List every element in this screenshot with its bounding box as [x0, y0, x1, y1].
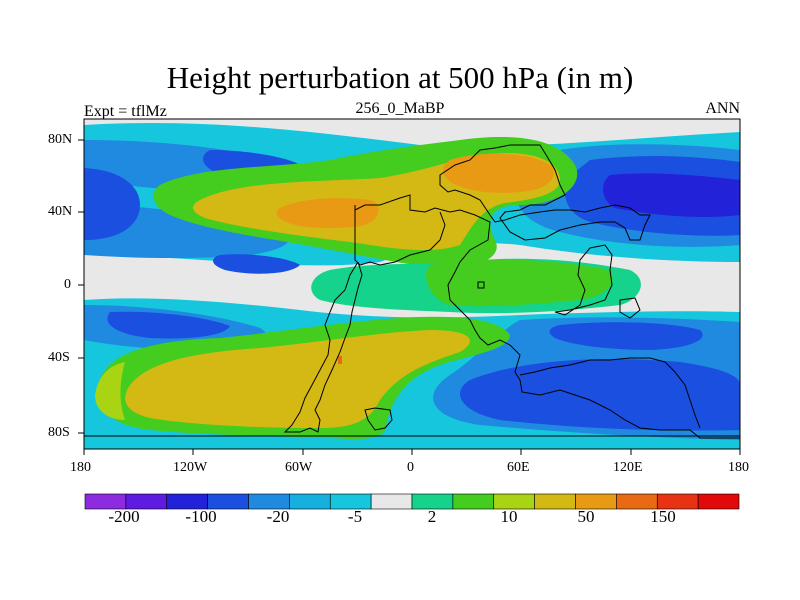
contour-south-gold [95, 362, 125, 420]
coastline-southern [364, 407, 393, 431]
colorbar-label: 10 [500, 507, 518, 526]
colorbar-swatch [534, 493, 576, 510]
lon-tick-label: 120W [173, 460, 208, 475]
lat-tick-label: 0 [64, 277, 71, 292]
lat-tick-label: 40S [48, 350, 70, 365]
colorbar-label: 2 [427, 507, 437, 526]
experiment-label: Expt = tflMz [84, 103, 167, 120]
colorbar-label: -100 [185, 507, 217, 526]
lon-tick-label: 180 [728, 460, 749, 475]
contour-south-deep-e2 [549, 322, 703, 350]
coastline-small-island [477, 281, 485, 289]
coastline-eurasia [439, 144, 651, 241]
contour-south-deep-w [107, 311, 230, 339]
lon-tick-label: 0 [407, 460, 414, 475]
lon-tick-label: 120E [613, 460, 643, 475]
colorbar-swatch [697, 493, 740, 510]
season-label: ANN [705, 100, 740, 117]
contour-nw-deep-3 [213, 254, 300, 274]
contour-ne-deepest [603, 173, 740, 218]
coastline-east [619, 297, 641, 319]
lon-tick-label: 60E [507, 460, 530, 475]
colorbar [84, 493, 740, 510]
colorbar-swatch [289, 493, 331, 510]
plot-title: Height perturbation at 500 hPa (in m) [166, 60, 634, 95]
colorbar-label: 50 [577, 507, 595, 526]
contour-nw-deep [84, 168, 140, 240]
coastline-americas [283, 261, 363, 433]
colorbar-label: 150 [650, 507, 676, 526]
contour-south-yellow [125, 330, 471, 428]
lat-tick-label: 80S [48, 425, 70, 440]
lon-tick-label: 60W [285, 460, 313, 475]
coastline-north-block [354, 205, 446, 266]
colorbar-swatch [452, 493, 495, 510]
contour-north-orange-2 [442, 153, 554, 193]
lat-tick-label: 40N [48, 204, 73, 219]
coastline-australasia [554, 244, 613, 316]
colorbar-label: -200 [108, 507, 140, 526]
contour-field [84, 119, 740, 449]
contour-equator-lime [426, 259, 613, 307]
coastline-africa [354, 194, 740, 439]
tick-marks [78, 139, 741, 455]
contour-south-red-dot [338, 356, 342, 364]
lat-tick-label: 80N [48, 132, 73, 147]
time-label: 256_0_MaBP [355, 100, 445, 117]
continent-outlines [283, 144, 740, 439]
colorbar-swatch [370, 493, 413, 510]
contour-south-deep-e [460, 359, 740, 431]
colorbar-label: -5 [347, 507, 363, 526]
lon-tick-label: 180 [70, 460, 91, 475]
contour-north-orange [276, 198, 379, 228]
coastline-south-east [519, 357, 701, 429]
colorbar-label: -20 [266, 507, 290, 526]
